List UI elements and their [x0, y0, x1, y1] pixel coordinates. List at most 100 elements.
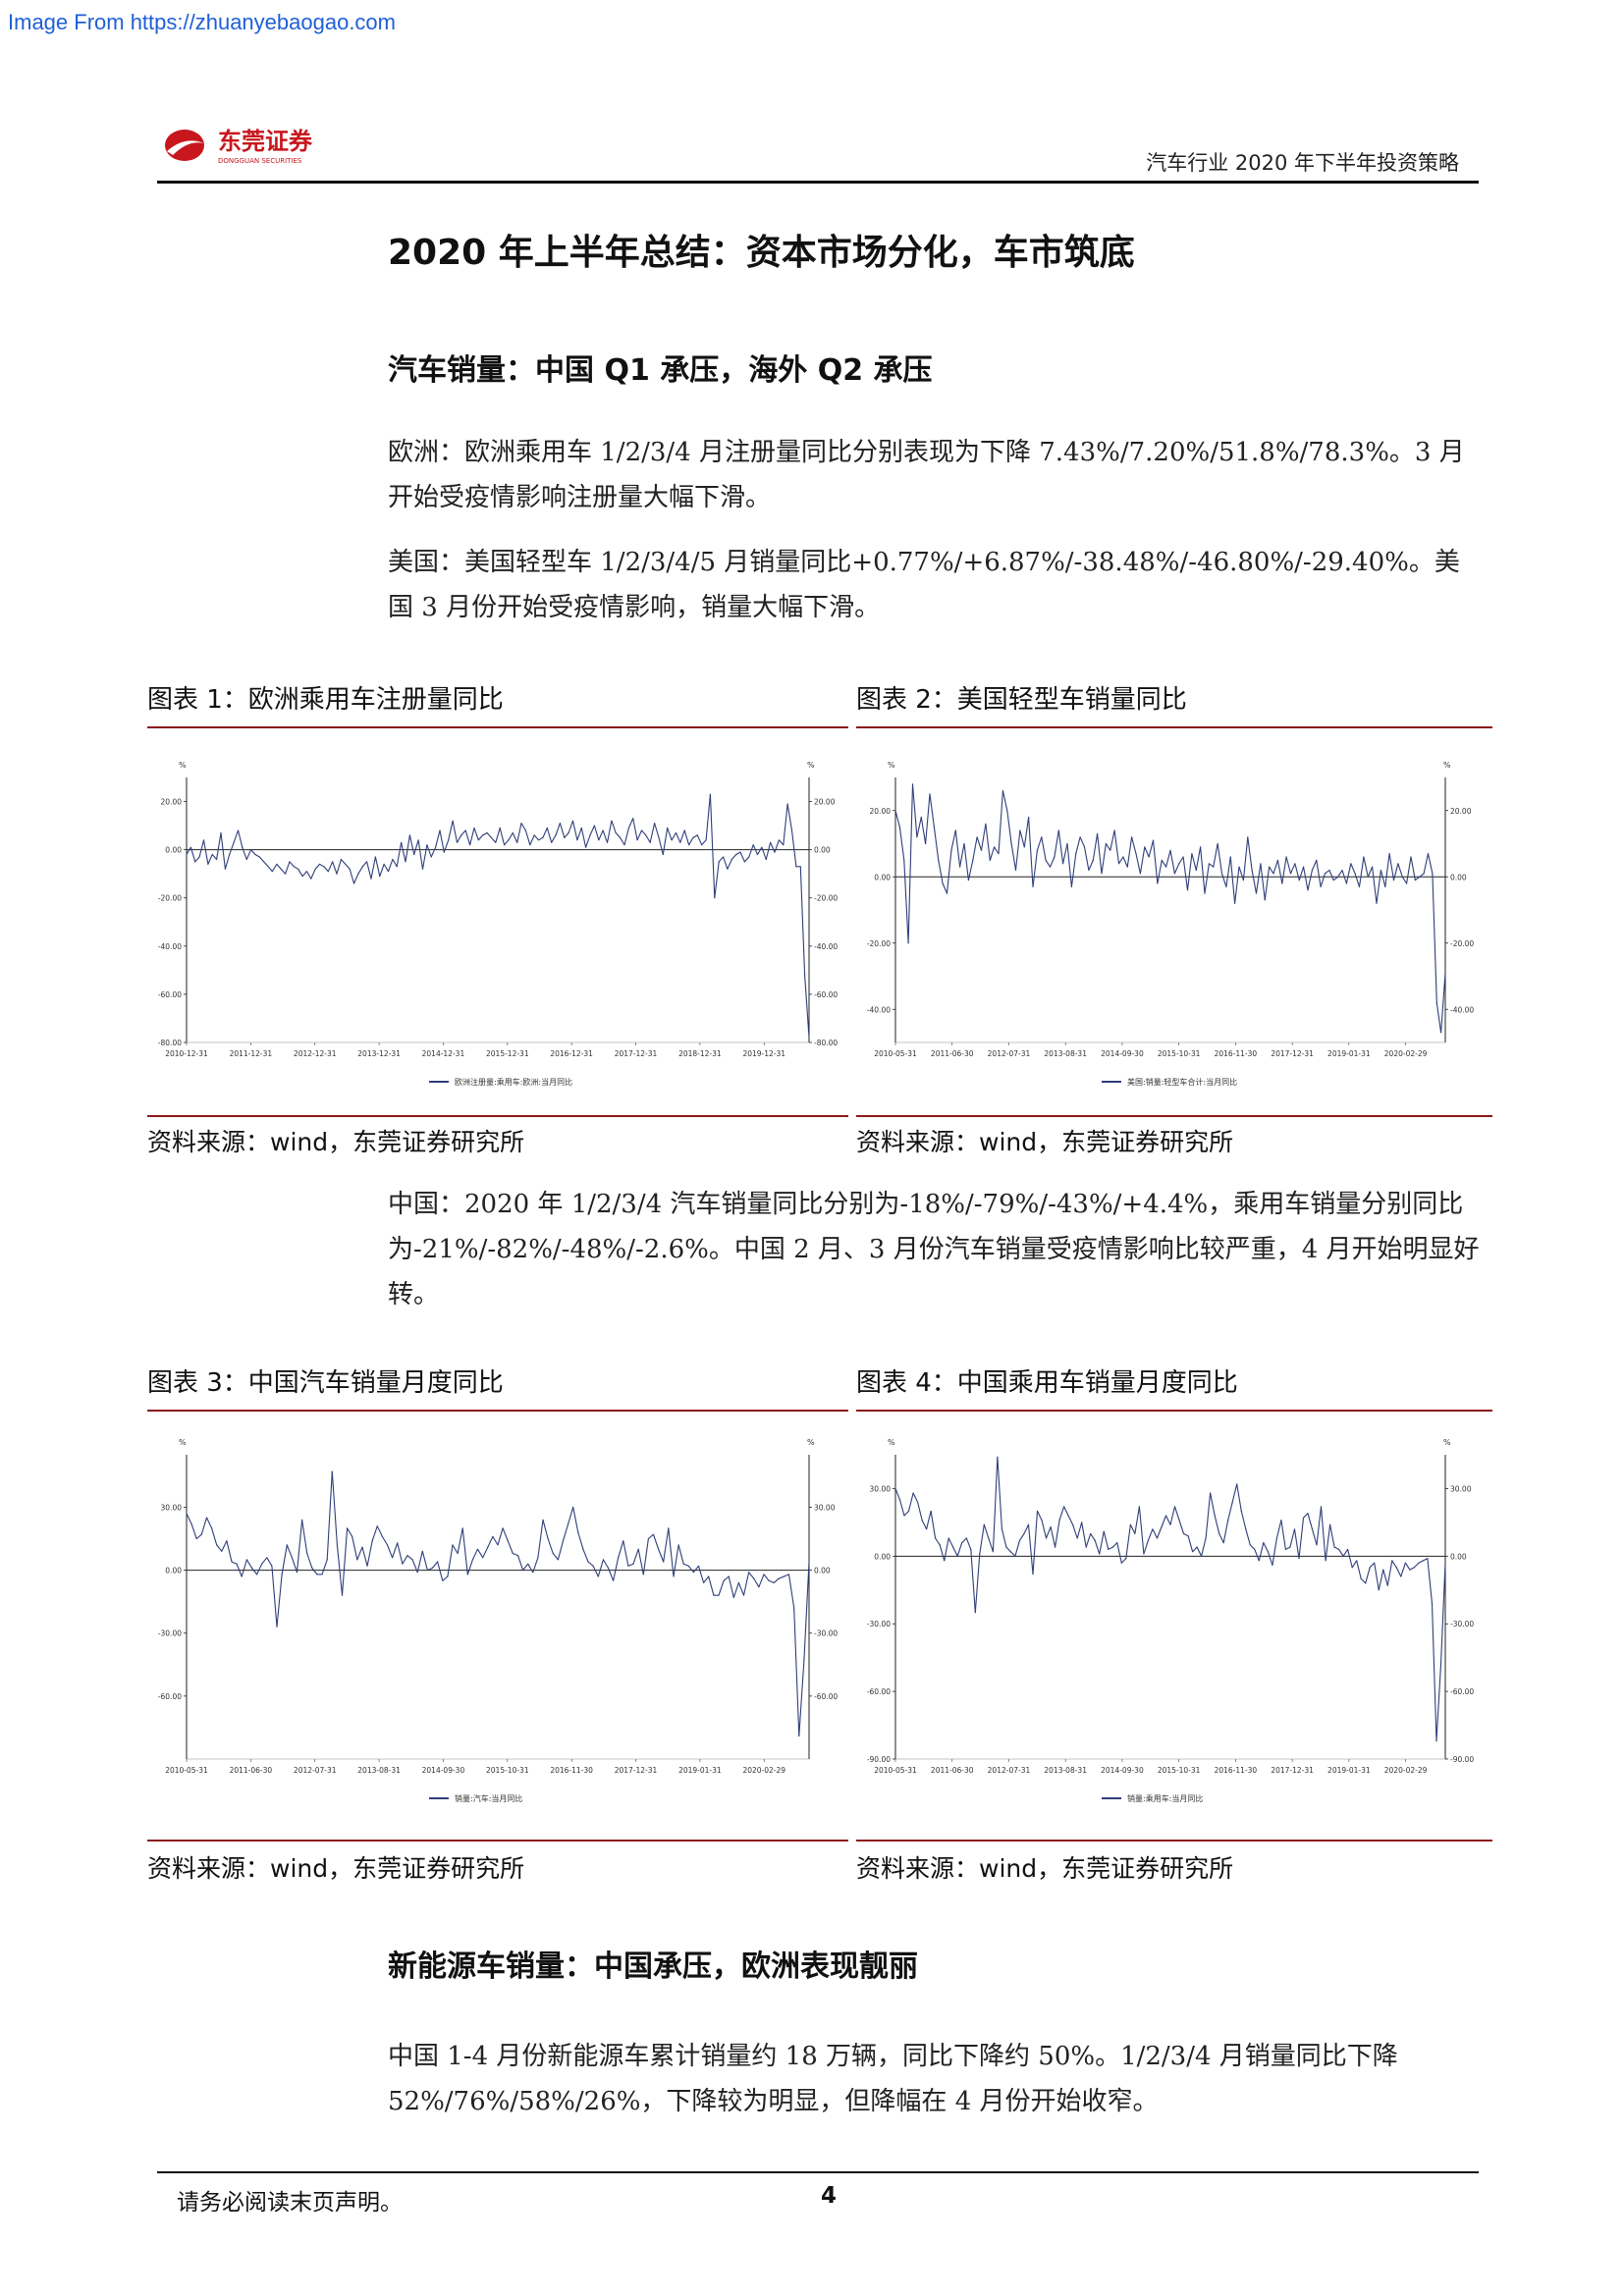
- x-tick-label: 2011-06-30: [931, 1766, 974, 1775]
- series-segment: [679, 829, 685, 843]
- series-segment: [564, 832, 569, 838]
- series-segment: [983, 1524, 990, 1539]
- series-segment: [1213, 843, 1218, 868]
- series-segment: [708, 1575, 715, 1596]
- series-segment: [216, 832, 222, 860]
- series-segment: [1192, 1546, 1198, 1553]
- data-point: [224, 868, 226, 870]
- data-point: [327, 871, 329, 873]
- data-point: [229, 853, 231, 856]
- series-segment: [1303, 866, 1309, 890]
- series-segment: [773, 1577, 780, 1583]
- y-tick-label-left: -30.00: [158, 1629, 182, 1638]
- data-point: [361, 866, 363, 868]
- series-segment: [903, 1511, 909, 1517]
- data-point: [1023, 1532, 1025, 1534]
- y-tick-label-left: 20.00: [161, 798, 183, 807]
- series-segment: [963, 843, 969, 881]
- series-segment: [571, 821, 578, 840]
- data-point: [992, 1551, 994, 1553]
- data-point: [552, 1552, 554, 1555]
- series-segment: [907, 783, 914, 943]
- series-segment: [954, 829, 961, 868]
- series-segment: [1101, 843, 1107, 874]
- series-segment: [632, 818, 638, 840]
- series-segment: [321, 1559, 328, 1575]
- x-tick-label: 2019-01-31: [1327, 1049, 1371, 1058]
- data-point: [336, 873, 338, 875]
- series-segment: [758, 1574, 765, 1587]
- data-point: [443, 851, 445, 853]
- series-segment: [1032, 1511, 1039, 1575]
- data-point: [562, 1540, 565, 1542]
- data-point: [731, 858, 732, 861]
- data-point: [1092, 859, 1094, 861]
- series-segment: [546, 828, 553, 843]
- data-point: [482, 1557, 484, 1559]
- data-point: [903, 859, 905, 861]
- series-segment: [779, 1575, 785, 1579]
- series-segment: [1276, 860, 1283, 884]
- series-segment: [349, 869, 355, 884]
- series-segment: [237, 829, 244, 848]
- data-point: [537, 839, 540, 841]
- data-point: [898, 827, 900, 828]
- x-tick-label: 2011-06-30: [230, 1766, 273, 1775]
- data-point: [929, 793, 931, 795]
- series-segment: [1036, 836, 1043, 851]
- data-point: [1303, 866, 1305, 868]
- data-point: [1316, 1544, 1318, 1546]
- series-segment: [898, 1499, 905, 1517]
- series-segment: [1157, 860, 1163, 884]
- figure-4-chart: % % 30.00 30.00 0.00 0.00 -30.00 -30.00 -60.00 -6…: [856, 1425, 1485, 1828]
- data-point: [271, 1565, 273, 1567]
- data-point: [504, 844, 506, 846]
- x-tick-label: 2010-12-31: [165, 1049, 208, 1058]
- data-point: [1054, 856, 1056, 858]
- series-segment: [1293, 1528, 1300, 1559]
- data-point: [768, 1579, 770, 1581]
- series-segment: [490, 837, 497, 843]
- data-point: [527, 1563, 529, 1565]
- series-segment: [1173, 1506, 1180, 1521]
- footer-rule: [157, 2171, 1479, 2173]
- series-segment: [492, 1536, 499, 1546]
- data-point: [476, 1548, 479, 1550]
- data-point: [1173, 873, 1175, 875]
- data-point: [1058, 1520, 1060, 1522]
- series-segment: [1037, 1511, 1043, 1521]
- series-segment: [1427, 853, 1434, 875]
- data-point: [285, 873, 287, 875]
- series-segment: [258, 856, 265, 863]
- series-segment: [1191, 853, 1197, 871]
- data-point: [907, 1510, 910, 1512]
- x-tick-label: 2019-12-31: [742, 1049, 785, 1058]
- series-segment: [663, 1527, 670, 1563]
- series-segment: [386, 1544, 394, 1559]
- watermark-text[interactable]: Image From https://zhuanyebaogao.com: [8, 10, 396, 34]
- data-point: [907, 942, 909, 944]
- data-point: [1101, 873, 1103, 875]
- data-point: [1023, 846, 1025, 848]
- series-segment: [345, 864, 351, 870]
- series-segment: [942, 882, 948, 894]
- figure-3-chart: % % 30.00 30.00 0.00 0.00 -30.00 -30.00 -60.00 -6…: [147, 1425, 848, 1828]
- series-segment: [267, 866, 273, 873]
- series-segment: [761, 847, 767, 860]
- series-segment: [379, 864, 385, 877]
- series-segment: [1196, 1546, 1203, 1557]
- y-tick-label-right: 20.00: [814, 798, 836, 807]
- series-segment: [294, 866, 298, 870]
- data-point: [1307, 889, 1309, 891]
- series-segment: [1342, 1549, 1349, 1557]
- series-segment: [1360, 1577, 1367, 1584]
- series-segment: [673, 1544, 679, 1577]
- data-point: [460, 834, 462, 836]
- data-point: [401, 841, 403, 843]
- series-segment: [1395, 1567, 1402, 1577]
- y-tick-label-right: -90.00: [1450, 1755, 1474, 1764]
- series-segment: [1131, 836, 1137, 854]
- series-segment: [637, 1549, 644, 1575]
- data-point: [632, 818, 634, 820]
- data-point: [582, 1548, 584, 1550]
